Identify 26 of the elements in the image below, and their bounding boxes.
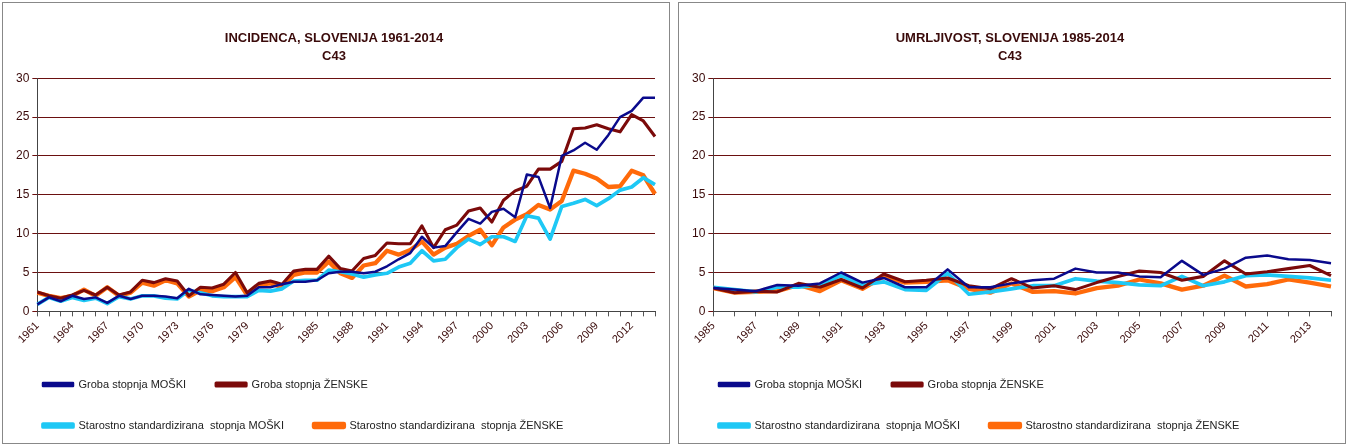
y-tick-label: 5 <box>22 264 30 279</box>
legend-label: Groba stopnja MOŠKI <box>754 377 863 390</box>
y-tick-label: 10 <box>15 225 30 240</box>
chart-subtitle: C43 <box>322 47 346 63</box>
y-tick-label: 5 <box>698 264 706 279</box>
chart-title: UMRLJIVOST, SLOVENIJA 1985-2014 <box>895 30 1126 46</box>
y-tick-label: 10 <box>691 225 706 240</box>
legend-label: Groba stopnja ŽENSKE <box>927 377 1044 390</box>
legend-label: Starostno standardizirana stopnja MOŠKI <box>78 418 284 431</box>
y-tick-label: 0 <box>698 303 706 318</box>
y-tick-label: 25 <box>15 109 30 124</box>
y-tick-label: 25 <box>691 109 706 124</box>
legend-label: Starostno standardizirana stopnja ŽENSKE <box>349 418 564 431</box>
y-tick-label: 15 <box>691 187 706 202</box>
y-tick-label: 15 <box>15 187 30 202</box>
y-tick-label: 30 <box>691 70 706 85</box>
legend-label: Starostno standardizirana stopnja MOŠKI <box>754 418 960 431</box>
legend-label: Groba stopnja MOŠKI <box>78 377 187 390</box>
chart-title: INCIDENCA, SLOVENIJA 1961-2014 <box>224 30 444 46</box>
y-tick-label: 20 <box>15 148 30 163</box>
y-tick-label: 20 <box>691 148 706 163</box>
chart-subtitle: C43 <box>998 47 1022 63</box>
y-tick-label: 0 <box>22 303 30 318</box>
legend-label: Groba stopnja ŽENSKE <box>251 377 368 390</box>
y-tick-label: 30 <box>15 70 30 85</box>
legend-label: Starostno standardizirana stopnja ŽENSKE <box>1025 418 1240 431</box>
